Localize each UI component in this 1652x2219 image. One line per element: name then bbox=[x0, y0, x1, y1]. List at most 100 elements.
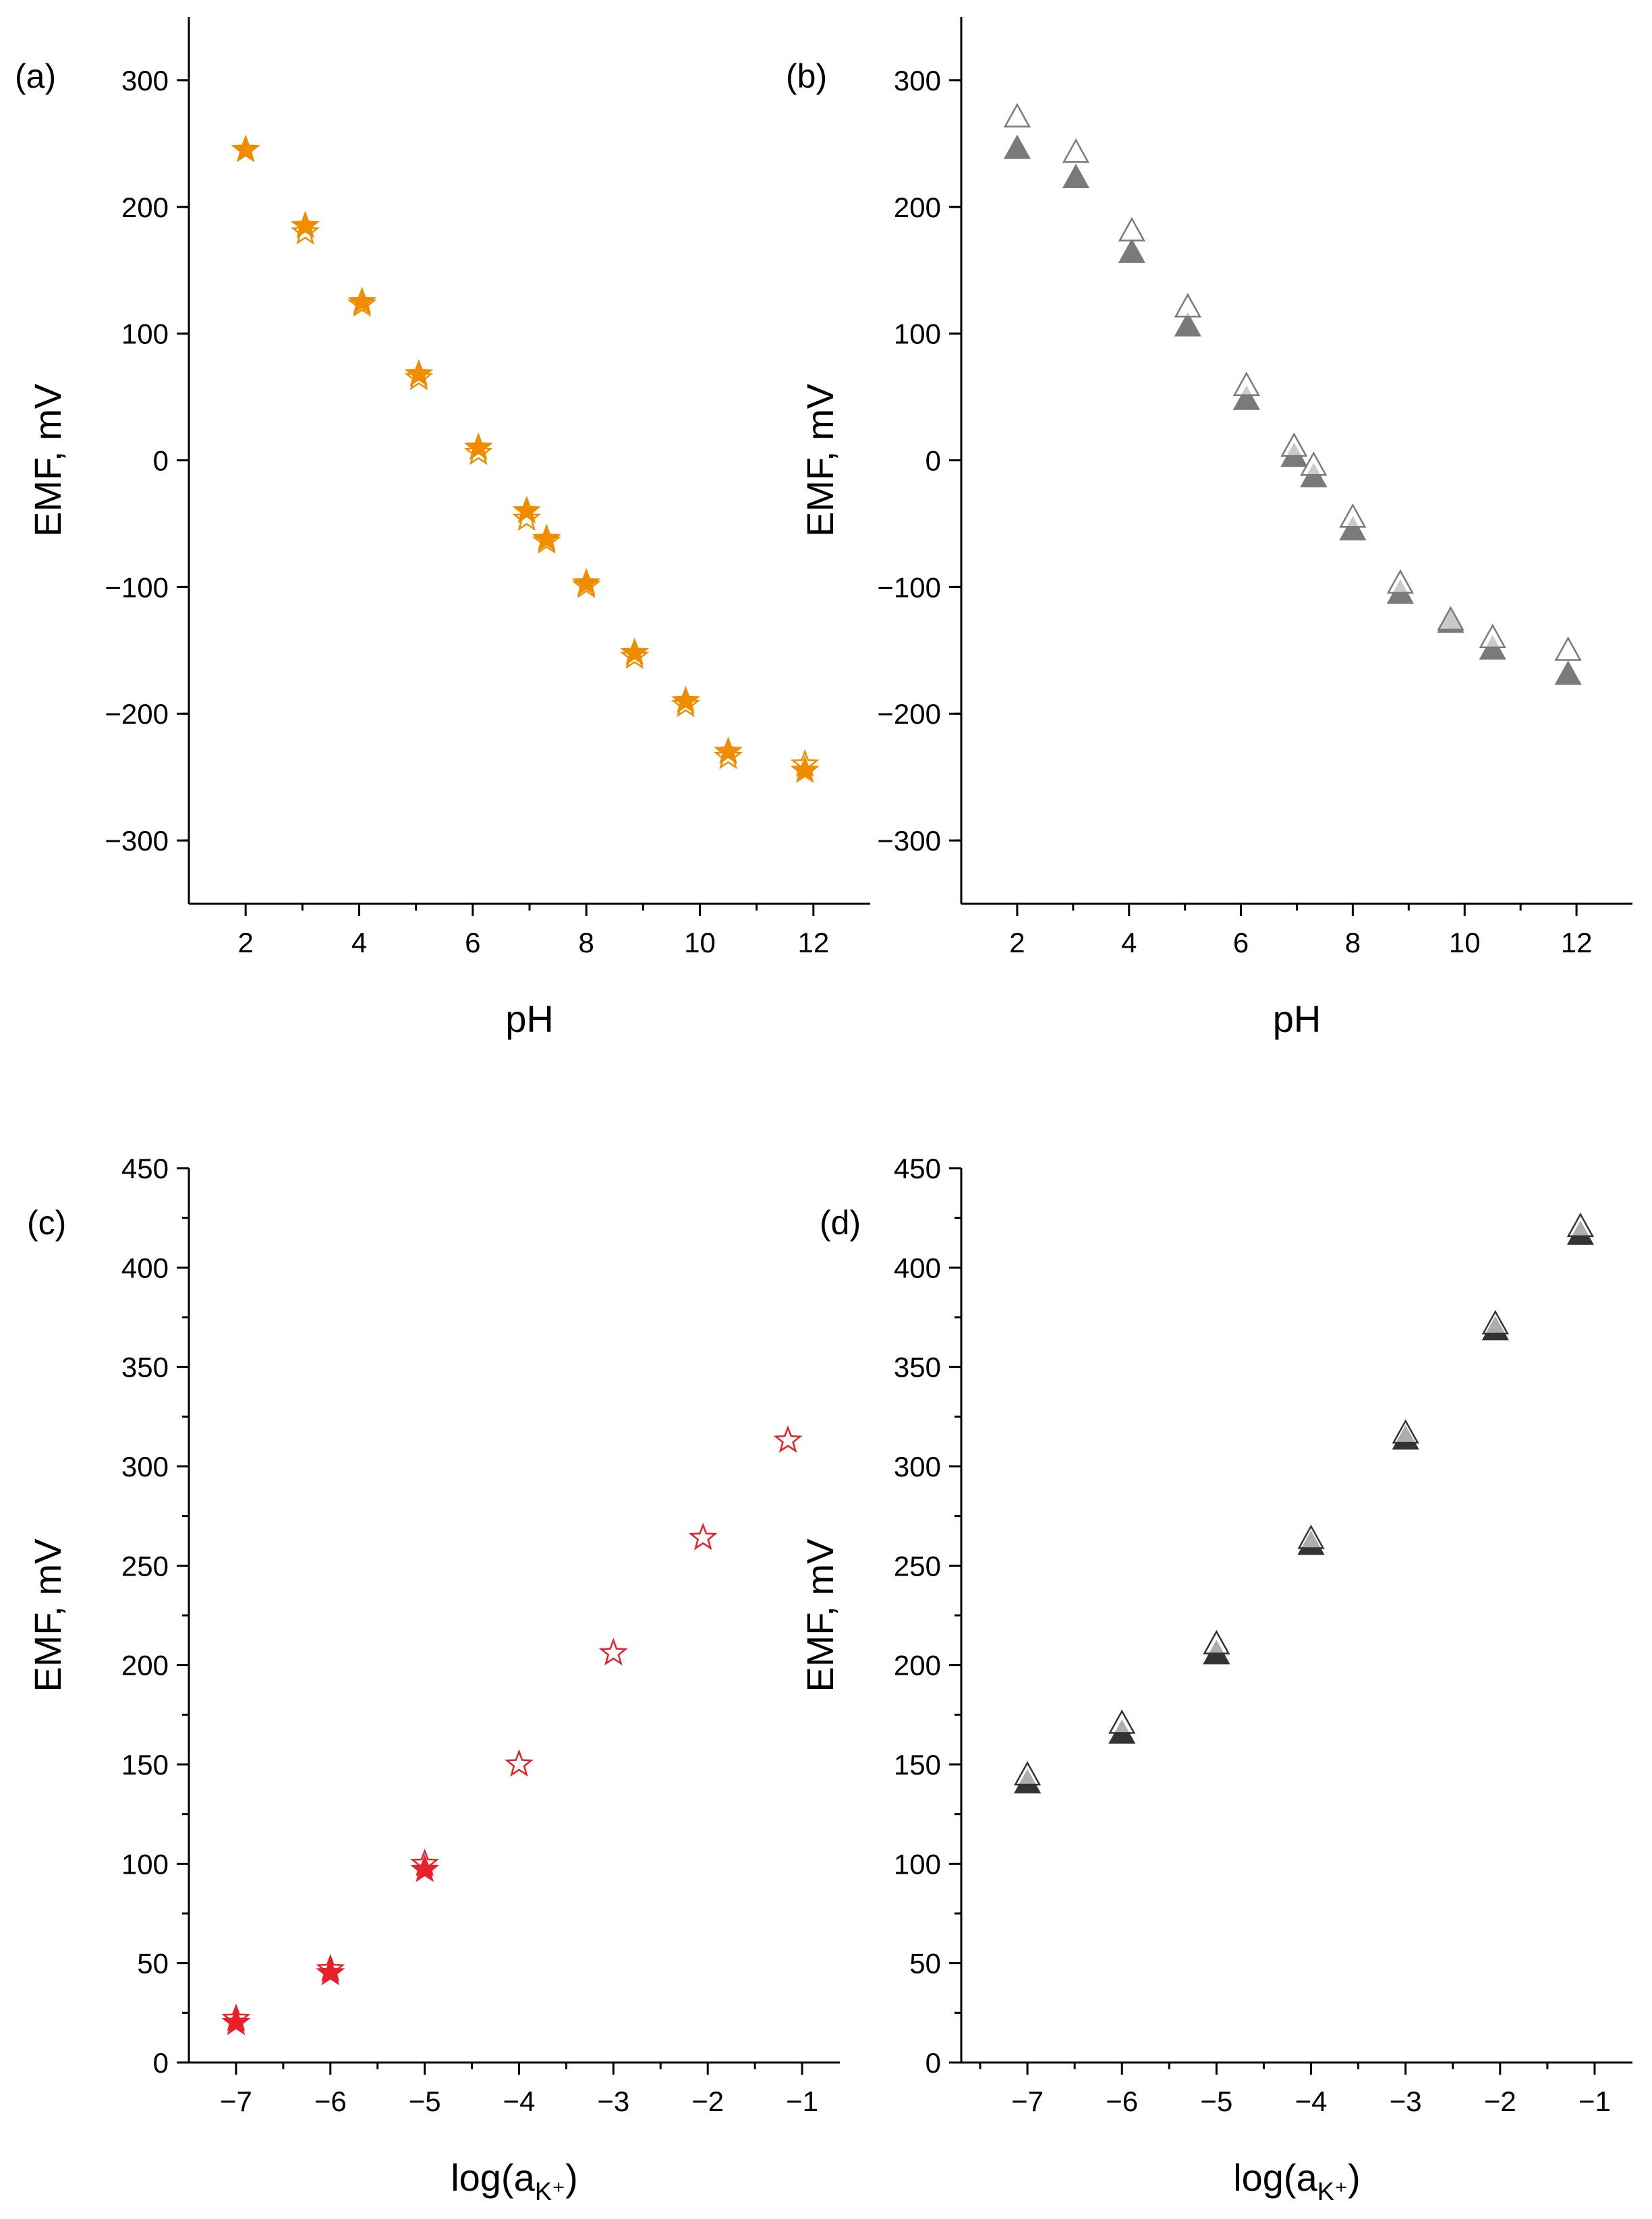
x-tick-label: −2 bbox=[1484, 2085, 1516, 2117]
y-tick-label: 400 bbox=[894, 1252, 941, 1284]
x-tick-label: −7 bbox=[1011, 2085, 1044, 2117]
open-triangle-point bbox=[1203, 1630, 1230, 1654]
x-tick-label: −6 bbox=[1106, 2085, 1138, 2117]
x-axis-title-subscript: K⁺ bbox=[535, 2178, 565, 2206]
filled-star-point bbox=[571, 568, 601, 596]
y-tick-label: 450 bbox=[121, 1153, 169, 1184]
open-triangle-point bbox=[1174, 293, 1201, 318]
open-star-point bbox=[463, 437, 493, 465]
x-tick-label: −4 bbox=[1295, 2085, 1328, 2117]
y-tick-label: 150 bbox=[894, 1749, 941, 1781]
filled-star-point bbox=[291, 210, 320, 239]
open-triangle-point bbox=[1118, 217, 1146, 241]
filled-star-point bbox=[347, 287, 377, 314]
x-tick-label: −5 bbox=[1200, 2085, 1232, 2117]
y-axis-title: EMF, mV bbox=[26, 1538, 69, 1692]
x-tick-label: −3 bbox=[597, 2085, 629, 2117]
x-tick-label: 4 bbox=[1121, 927, 1137, 958]
x-tick-label: −4 bbox=[503, 2085, 536, 2117]
y-tick-label: 0 bbox=[925, 2047, 941, 2079]
open-star-point bbox=[688, 1522, 718, 1551]
open-star-point bbox=[532, 526, 561, 554]
x-tick-label: 2 bbox=[1009, 927, 1025, 958]
open-star-point bbox=[231, 134, 260, 163]
open-triangle-point bbox=[1554, 636, 1582, 661]
panel-label: (b) bbox=[786, 57, 827, 95]
y-tick-label: 250 bbox=[121, 1550, 169, 1582]
panel-b: −300 −200 −100 0 100 200 300 2 4 6 8 10 12 (b) EMF, mV… bbox=[786, 17, 1632, 1040]
filled-star-point bbox=[532, 523, 561, 552]
x-tick-label: −7 bbox=[220, 2085, 252, 2117]
x-tick-label: 12 bbox=[1561, 927, 1593, 958]
x-tick-label: 2 bbox=[237, 927, 253, 958]
open-triangle-point bbox=[1392, 1419, 1419, 1444]
open-triangle-point bbox=[1566, 1212, 1595, 1237]
y-tick-label: 450 bbox=[894, 1153, 941, 1184]
open-triangle-point bbox=[1437, 606, 1464, 631]
open-star-point bbox=[773, 1425, 803, 1453]
filled-star-point bbox=[671, 685, 700, 714]
y-tick-label: −200 bbox=[105, 698, 169, 730]
x-tick-label: 8 bbox=[1345, 927, 1361, 958]
y-tick-label: 200 bbox=[894, 192, 941, 223]
filled-star-point bbox=[316, 1957, 345, 1986]
filled-triangle-point bbox=[1003, 134, 1031, 159]
open-triangle-point bbox=[1108, 1709, 1136, 1734]
filled-star-point bbox=[404, 359, 434, 387]
y-tick-label: 250 bbox=[894, 1550, 941, 1582]
filled-triangle-point bbox=[1232, 385, 1261, 410]
open-star-point bbox=[714, 741, 743, 770]
y-tick-label: 300 bbox=[121, 1451, 169, 1482]
filled-triangle-point bbox=[1339, 516, 1367, 541]
open-star-point bbox=[598, 1638, 628, 1666]
x-tick-label: 12 bbox=[797, 927, 829, 958]
y-axis-title: EMF, mV bbox=[26, 383, 69, 537]
open-star-point bbox=[291, 217, 320, 245]
panel-label: (a) bbox=[15, 57, 56, 95]
x-axis-title-end: ) bbox=[1348, 2156, 1361, 2199]
open-triangle-point bbox=[1062, 138, 1090, 163]
y-tick-label: 50 bbox=[137, 1948, 169, 1980]
y-tick-label: 200 bbox=[894, 1650, 941, 1681]
filled-triangle-point bbox=[1174, 312, 1201, 337]
y-axis-title: EMF, mV bbox=[799, 383, 841, 537]
open-star-point bbox=[347, 289, 377, 317]
x-tick-label: −2 bbox=[691, 2085, 724, 2117]
y-tick-label: 350 bbox=[121, 1352, 169, 1383]
y-tick-label: 300 bbox=[121, 65, 169, 96]
y-tick-label: 0 bbox=[153, 2047, 169, 2079]
open-star-point bbox=[404, 362, 434, 391]
open-triangle-point bbox=[1481, 1310, 1509, 1335]
y-tick-label: −100 bbox=[105, 571, 169, 603]
y-tick-label: 100 bbox=[121, 1848, 169, 1880]
x-axis-title: pH bbox=[505, 998, 554, 1040]
open-triangle-point bbox=[1479, 623, 1506, 648]
open-triangle-point bbox=[1003, 103, 1031, 127]
open-star-point bbox=[671, 689, 700, 718]
x-axis-title: log(aK⁺) bbox=[451, 2156, 578, 2206]
x-tick-label: −1 bbox=[786, 2085, 818, 2117]
y-tick-label: 0 bbox=[925, 445, 941, 477]
open-triangle-point bbox=[1339, 503, 1367, 528]
open-star-point bbox=[505, 1749, 534, 1777]
x-axis-title: pH bbox=[1273, 998, 1321, 1040]
panel-a: −300 −200 −100 0 100 200 300 2 4 6 8 10 12 (a) EMF, mV… bbox=[15, 17, 870, 1040]
y-tick-label: 100 bbox=[121, 318, 169, 350]
x-tick-label: −3 bbox=[1390, 2085, 1422, 2117]
open-star-point bbox=[512, 503, 542, 531]
open-triangle-point bbox=[1280, 432, 1308, 457]
y-tick-label: −200 bbox=[877, 698, 941, 730]
y-tick-label: 200 bbox=[121, 192, 169, 223]
open-triangle-point bbox=[1386, 569, 1415, 594]
x-axis-title: log(aK⁺) bbox=[1233, 2156, 1361, 2206]
filled-star-point bbox=[463, 432, 493, 460]
open-star-point bbox=[571, 570, 601, 598]
y-tick-label: −100 bbox=[877, 571, 941, 603]
y-tick-label: 100 bbox=[894, 318, 941, 350]
y-tick-label: 100 bbox=[894, 1848, 941, 1880]
x-axis-title-main: log(a bbox=[1233, 2156, 1317, 2199]
panel-label: (c) bbox=[27, 1204, 66, 1242]
y-tick-label: 0 bbox=[153, 445, 169, 477]
x-tick-label: −1 bbox=[1578, 2085, 1611, 2117]
